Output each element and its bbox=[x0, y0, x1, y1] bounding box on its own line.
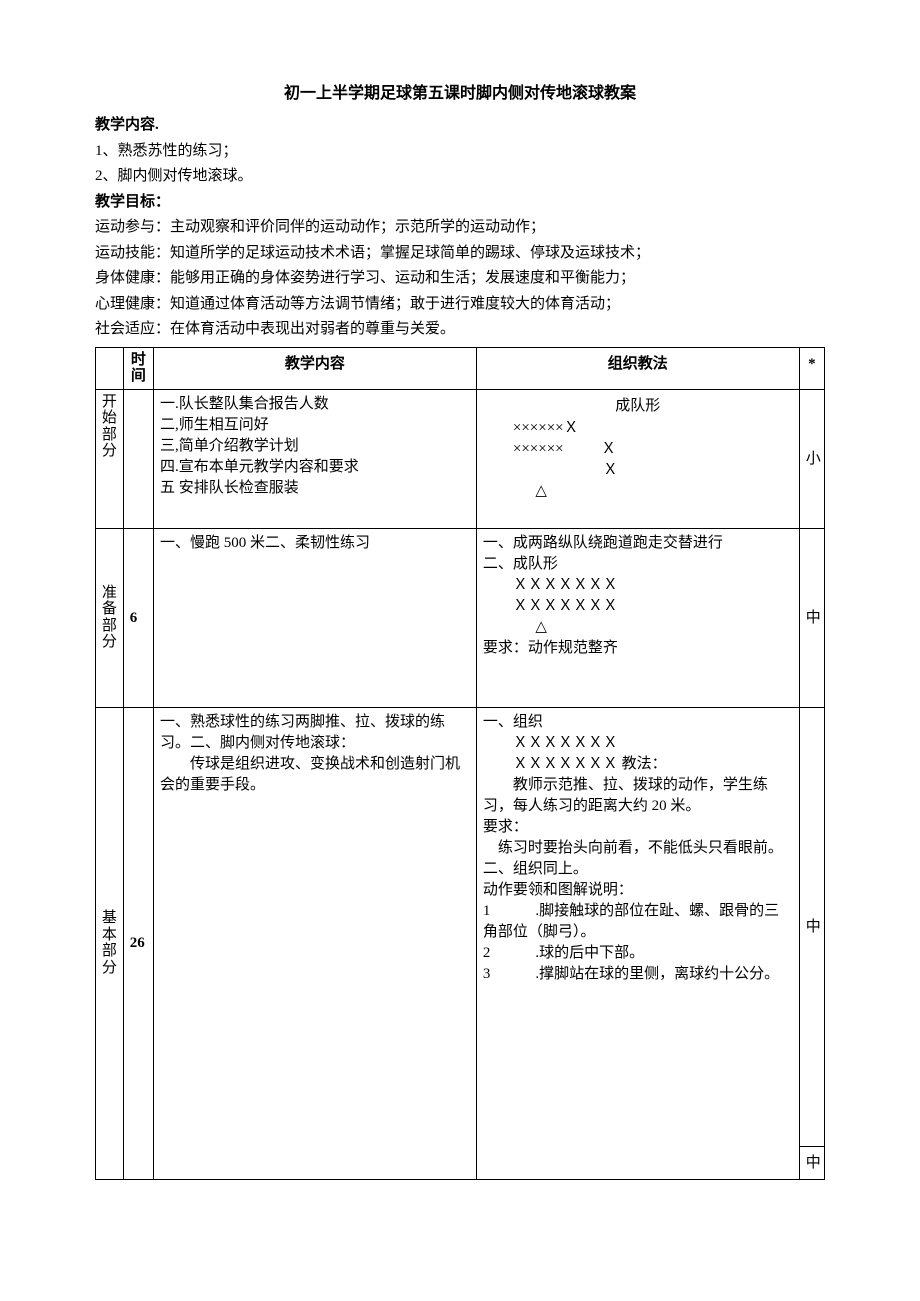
content-basic: 一、熟悉球性的练习两脚推、拉、拨球的练习。二、脚内侧对传地滚球： 传球是组织进攻… bbox=[154, 707, 477, 1179]
section-goals-label: 教学目标： bbox=[95, 190, 825, 216]
page-title: 初一上半学期足球第五课时脚内侧对传地滚球教案 bbox=[95, 80, 825, 107]
star-prep: 中 bbox=[799, 528, 824, 707]
row-start: 开 始 部 分 一.队长整队集合报告人数 二,师生相互问好 三,简单介绍教学计划… bbox=[96, 389, 825, 528]
header-method: 组织教法 bbox=[476, 347, 799, 389]
method-basic: 一、组织 ＸＸＸＸＸＸＸ ＸＸＸＸＸＸＸ 教法： 教师示范推、拉、拨球的动作，学… bbox=[476, 707, 799, 1179]
header-section bbox=[96, 347, 124, 389]
star-start: 小 bbox=[799, 389, 824, 528]
content-item: 1、熟悉苏性的练习； bbox=[95, 139, 825, 165]
lesson-table: 时间 教学内容 组织教法 * 开 始 部 分 一.队长整队集合报告人数 二,师生… bbox=[95, 347, 825, 1180]
method-start-title: 成队形 bbox=[483, 394, 793, 418]
section-basic: 基 本 部 分 bbox=[96, 707, 124, 1179]
header-time: 时间 bbox=[123, 347, 153, 389]
goal-item: 运动技能：知道所学的足球运动技术术语；掌握足球简单的踢球、停球及运球技术； bbox=[95, 241, 825, 267]
row-prep: 准 备 部 分 6 一、慢跑 500 米二、柔韧性练习 一、成两路纵队绕跑道跑走… bbox=[96, 528, 825, 707]
time-start bbox=[123, 389, 153, 528]
star-basic-a: 中 bbox=[799, 707, 824, 1146]
goal-item: 社会适应：在体育活动中表现出对弱者的尊重与关爱。 bbox=[95, 317, 825, 343]
method-start-formation: ××××××Ｘ ×××××× Ｘ Ｘ △ bbox=[483, 418, 793, 502]
content-start: 一.队长整队集合报告人数 二,师生相互问好 三,简单介绍教学计划 四.宣布本单元… bbox=[154, 389, 477, 528]
time-prep: 6 bbox=[123, 528, 153, 707]
table-header-row: 时间 教学内容 组织教法 * bbox=[96, 347, 825, 389]
goal-item: 心理健康：知道通过体育活动等方法调节情绪；敢于进行难度较大的体育活动； bbox=[95, 292, 825, 318]
method-start: 成队形 ××××××Ｘ ×××××× Ｘ Ｘ △ bbox=[476, 389, 799, 528]
section-content-label: 教学内容. bbox=[95, 113, 825, 139]
method-prep: 一、成两路纵队绕跑道跑走交替进行 二、成队形 ＸＸＸＸＸＸＸ ＸＸＸＸＸＸＸ △… bbox=[476, 528, 799, 707]
row-basic-a: 基 本 部 分 26 一、熟悉球性的练习两脚推、拉、拨球的练习。二、脚内侧对传地… bbox=[96, 707, 825, 1146]
section-prep: 准 备 部 分 bbox=[96, 528, 124, 707]
pre-text-block: 教学内容. 1、熟悉苏性的练习； 2、脚内侧对传地滚球。 教学目标： 运动参与：… bbox=[95, 113, 825, 343]
header-star: * bbox=[799, 347, 824, 389]
goal-item: 身体健康：能够用正确的身体姿势进行学习、运动和生活；发展速度和平衡能力； bbox=[95, 266, 825, 292]
goal-item: 运动参与：主动观察和评价同伴的运动动作；示范所学的运动动作； bbox=[95, 215, 825, 241]
content-item: 2、脚内侧对传地滚球。 bbox=[95, 164, 825, 190]
content-prep: 一、慢跑 500 米二、柔韧性练习 bbox=[154, 528, 477, 707]
header-content: 教学内容 bbox=[154, 347, 477, 389]
header-time-text: 时间 bbox=[126, 352, 151, 385]
section-start: 开 始 部 分 bbox=[96, 389, 124, 528]
star-basic-b: 中 bbox=[799, 1146, 824, 1179]
time-basic: 26 bbox=[123, 707, 153, 1179]
